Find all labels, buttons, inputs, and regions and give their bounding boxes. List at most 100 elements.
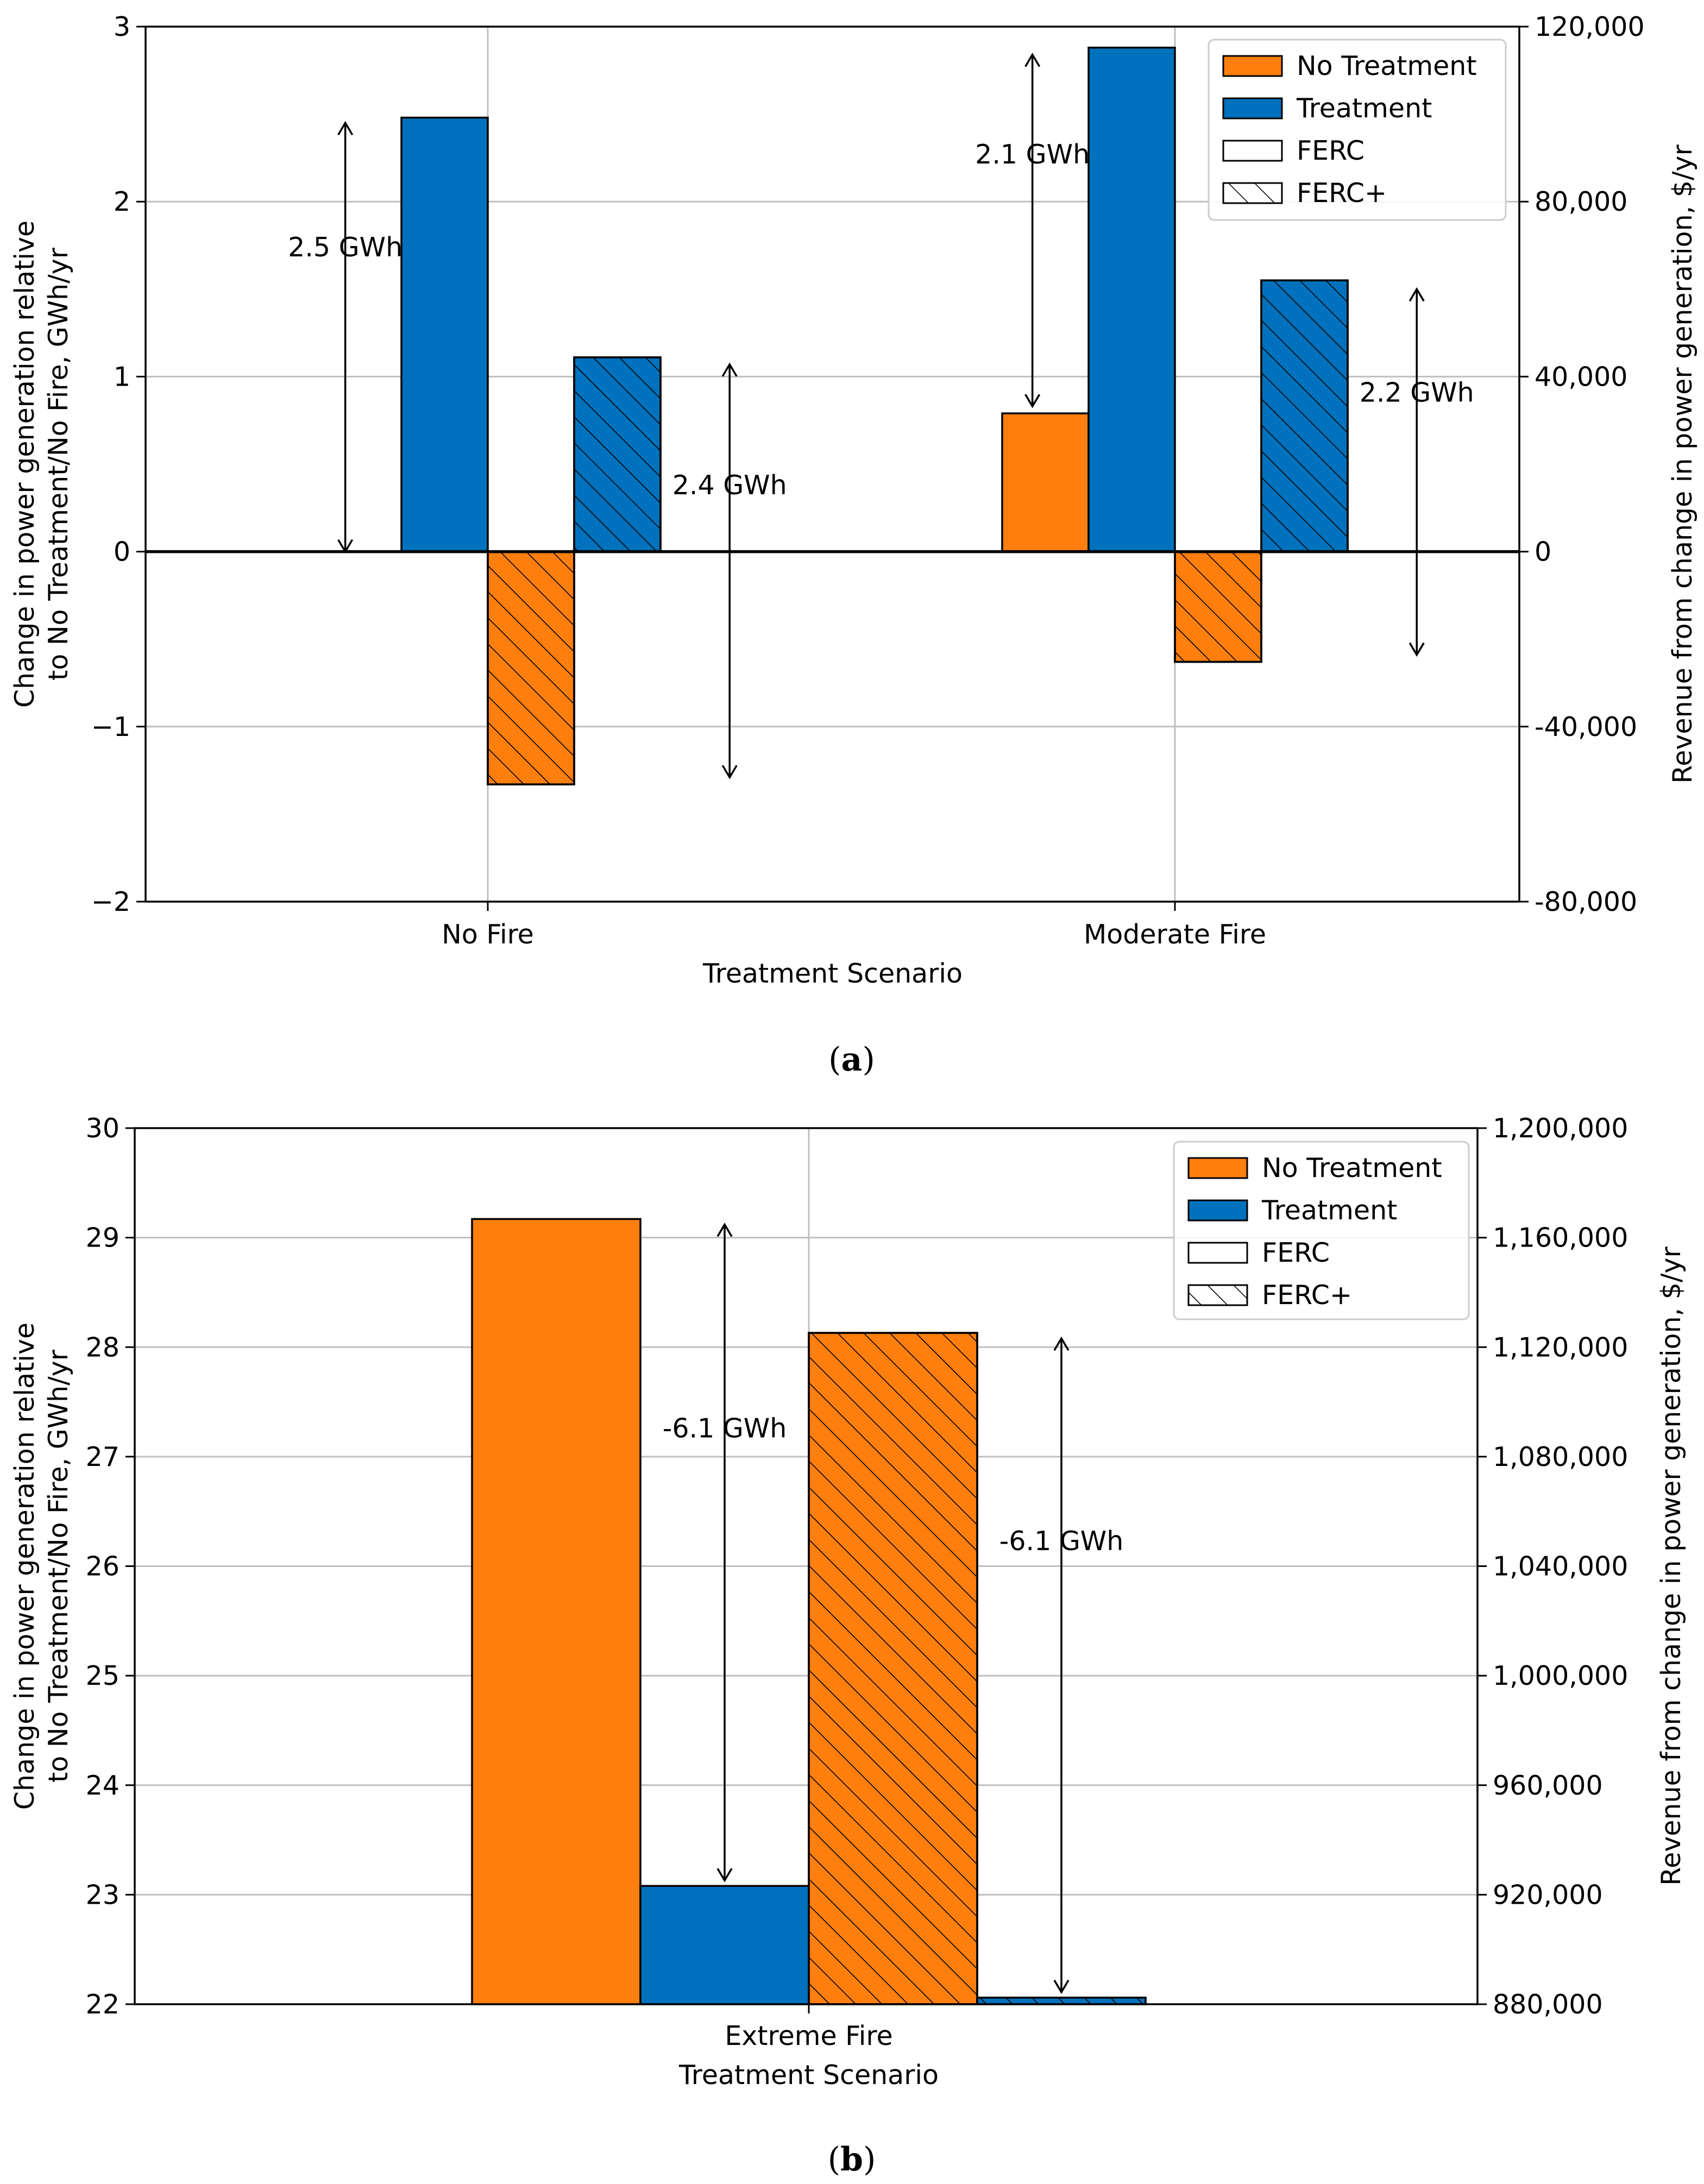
y-tick-label-right: 120,000 xyxy=(1535,11,1645,42)
y-axis-title-line2: to No Treatment/No Fire, GWh/yr xyxy=(43,247,74,681)
y-tick-label-right: 1,160,000 xyxy=(1493,1223,1628,1254)
y-tick-label-left: 30 xyxy=(86,1113,120,1144)
annotation-arrow: -6.1 GWh xyxy=(999,1336,1124,1994)
panel-caption-part: ( xyxy=(828,1041,841,1079)
annotation-arrow: 2.1 GWh xyxy=(975,53,1090,408)
bar-treatment-ferc-plus-no-fire-hatch xyxy=(573,356,662,553)
panel-caption-part: b xyxy=(840,2141,863,2179)
legend: No Treatment Treatment FERC FERC+ xyxy=(1173,1141,1470,1320)
legend-swatch xyxy=(1222,55,1283,77)
arrow-head-top xyxy=(1409,287,1425,302)
y-tick-label-left: 27 xyxy=(86,1442,120,1472)
annotation-arrow: 2.5 GWh xyxy=(288,121,403,554)
y-axis-title-line1: Change in power generation relative xyxy=(9,221,40,708)
x-tick-label: Extreme Fire xyxy=(725,2021,892,2051)
legend-swatch xyxy=(1187,1199,1248,1222)
y-tick-label-left: 3 xyxy=(114,11,130,42)
y-tick-label-right: 960,000 xyxy=(1493,1770,1603,1801)
annotation-arrow: 2.4 GWh xyxy=(672,362,787,779)
legend-label: No Treatment xyxy=(1297,51,1477,81)
y-tick-label-right: 1,200,000 xyxy=(1493,1113,1628,1144)
arrow-head-top xyxy=(1053,1336,1070,1351)
bars xyxy=(400,46,1349,785)
legend-label: FERC xyxy=(1262,1237,1330,1268)
y-tick-label-right: 80,000 xyxy=(1535,186,1627,217)
annotation-arrow: 2.2 GWh xyxy=(1360,287,1474,657)
y-tick-label-left: −1 xyxy=(91,712,130,742)
panel-caption-part: ) xyxy=(863,2141,876,2179)
y-tick-label-right: 1,080,000 xyxy=(1493,1442,1628,1472)
chart-panel-a: −2 −1 0 1 2 3 -80,000 -40,000 0 40,000 80,000 120,0… xyxy=(9,11,1698,1079)
bar-treatment-ferc-moderate-fire xyxy=(1087,46,1176,553)
y-tick-label-left: 2 xyxy=(114,186,130,217)
y-tick-label-right: -80,000 xyxy=(1535,886,1637,917)
legend-swatch xyxy=(1187,1157,1248,1179)
y-tick-label-left: −2 xyxy=(91,886,130,917)
panel-caption-part: ) xyxy=(862,1041,875,1079)
bar-treatment-ferc-no-fire xyxy=(400,116,489,553)
annotation-label: -6.1 GWh xyxy=(999,1526,1124,1557)
bar-no-treatment-ferc-plus-extreme-fire-hatch xyxy=(808,1332,978,2005)
y-tick-label-left: 22 xyxy=(86,1989,120,2020)
legend-label: FERC xyxy=(1297,135,1365,166)
y-axis-title-line2: to No Treatment/No Fire, GWh/yr xyxy=(43,1349,74,1783)
annotation-label: -6.1 GWh xyxy=(663,1413,787,1444)
panel-caption: (b) xyxy=(828,2141,876,2179)
legend-swatch-hatch xyxy=(1187,1284,1248,1306)
y-tick-label-right: -40,000 xyxy=(1535,712,1637,742)
y-axis-title-left: Change in power generation relative to No… xyxy=(9,1323,74,1810)
y-tick-label-left: 25 xyxy=(86,1660,120,1691)
arrow-head-bottom xyxy=(1053,1979,1070,1994)
arrow-head-top xyxy=(1024,53,1041,67)
y-tick-label-right: 1,120,000 xyxy=(1493,1332,1628,1363)
y-tick-label-left: 0 xyxy=(114,537,130,568)
legend-swatch xyxy=(1187,1242,1248,1264)
x-tick-label: Moderate Fire xyxy=(1084,919,1266,950)
y-tick-label-left: 1 xyxy=(114,361,130,392)
bar-treatment-ferc-plus-extreme-fire-hatch xyxy=(976,1997,1147,2005)
panel-caption-part: ( xyxy=(828,2141,840,2179)
arrow-head-top xyxy=(721,362,738,377)
y-tick-label-right: 0 xyxy=(1535,537,1551,568)
x-axis-title: Treatment Scenario xyxy=(678,2060,939,2091)
arrow-head-top xyxy=(337,121,354,136)
bars xyxy=(471,1218,1147,2005)
arrow-head-bottom xyxy=(337,539,354,554)
legend-box xyxy=(1208,39,1507,221)
legend-label: Treatment xyxy=(1296,93,1432,124)
legend: No Treatment Treatment FERC FERC+ xyxy=(1208,39,1507,221)
bar-treatment-ferc-plus-moderate-fire-hatch xyxy=(1260,279,1349,553)
y-tick-label-left: 28 xyxy=(86,1332,120,1363)
y-tick-label-left: 24 xyxy=(86,1770,120,1801)
legend-swatch-hatch xyxy=(1222,182,1283,204)
y-axis-title-line1: Change in power generation relative xyxy=(9,1323,40,1810)
arrow-head-bottom xyxy=(721,765,738,779)
panel-caption: (a) xyxy=(828,1041,875,1079)
annotation-arrow: -6.1 GWh xyxy=(663,1222,787,1883)
y-tick-label-right: 1,000,000 xyxy=(1493,1660,1628,1691)
y-tick-label-right: 40,000 xyxy=(1535,361,1627,392)
y-axis-title-right: Revenue from change in power generation,… xyxy=(1656,1247,1687,1886)
y-axis-title-right: Revenue from change in power generation,… xyxy=(1667,144,1698,784)
bar-no-treatment-ferc-plus-no-fire-hatch xyxy=(487,550,575,785)
annotation-label: 2.2 GWh xyxy=(1360,377,1474,408)
annotation-label: 2.4 GWh xyxy=(672,470,787,501)
annotation-label: 2.5 GWh xyxy=(288,232,403,263)
plot-frame xyxy=(144,26,1520,903)
chart-panel-b: 22 23 24 25 26 27 28 29 30 880,000 920,000 960,000 1… xyxy=(9,1113,1687,2179)
legend-label: Treatment xyxy=(1261,1195,1397,1226)
arrow-head-bottom xyxy=(1024,394,1041,408)
y-tick-label-left: 23 xyxy=(86,1879,120,1910)
y-tick-label-left: 29 xyxy=(86,1223,120,1254)
legend-box xyxy=(1173,1141,1470,1320)
arrow-head-bottom xyxy=(1409,642,1425,657)
y-tick-label-right: 880,000 xyxy=(1493,1989,1603,2020)
y-tick-label-right: 1,040,000 xyxy=(1493,1551,1628,1582)
x-tick-label: No Fire xyxy=(442,919,534,950)
x-axis-title: Treatment Scenario xyxy=(702,958,963,989)
y-tick-label-right: 920,000 xyxy=(1493,1879,1603,1910)
legend-label: FERC+ xyxy=(1262,1280,1352,1311)
panel-caption-part: a xyxy=(841,1041,863,1079)
y-axis-title-left: Change in power generation relative to No… xyxy=(9,221,74,708)
